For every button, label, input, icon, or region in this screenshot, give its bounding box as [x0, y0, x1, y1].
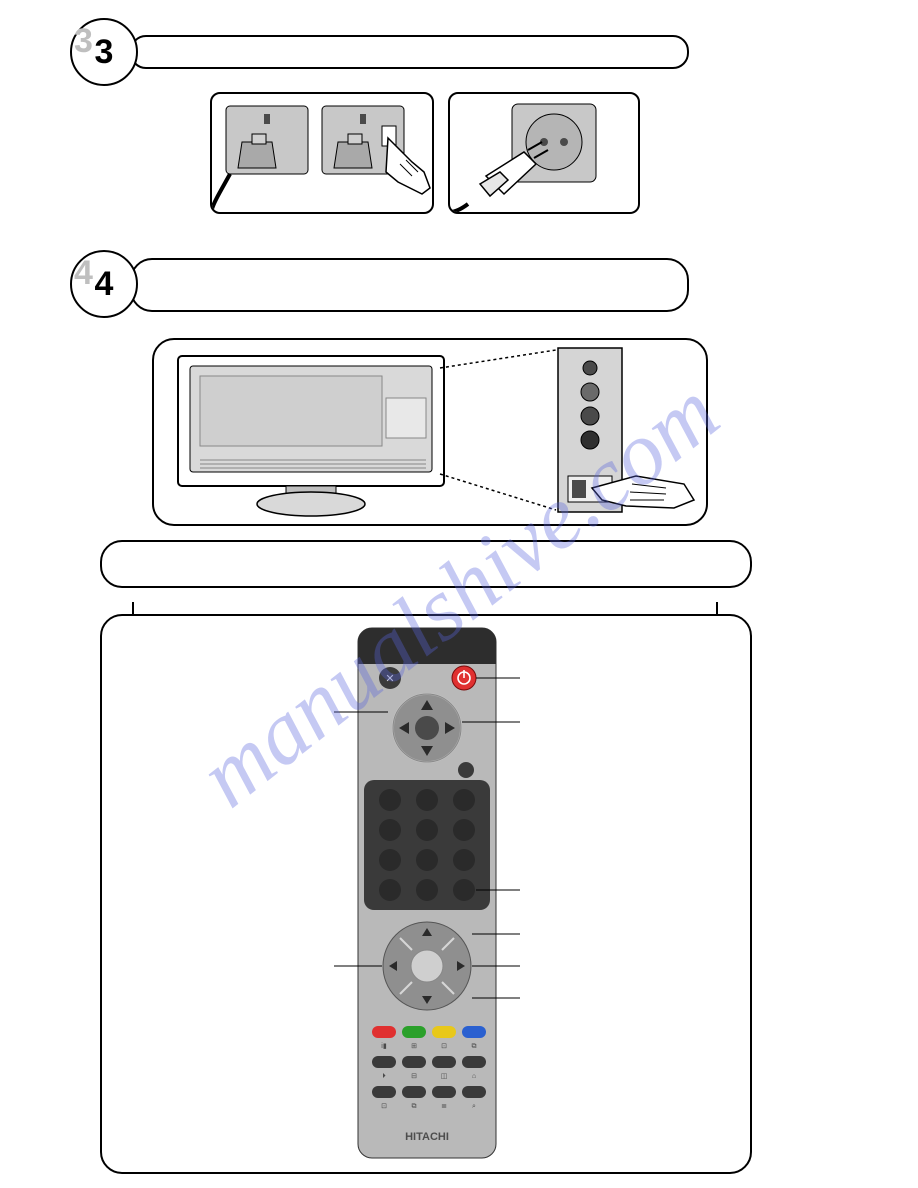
step-4-number-shadow: 4: [74, 254, 93, 293]
svg-text:◫: ◫: [441, 1073, 448, 1080]
remote-brand: HITACHI: [405, 1131, 449, 1143]
remote-control: ✕: [334, 628, 520, 1158]
remote-panel: ✕: [100, 614, 752, 1174]
nav-center: [411, 950, 443, 982]
tv-back-svg: [154, 340, 706, 524]
svg-text:≣: ≣: [441, 1101, 447, 1110]
svg-text:⧉: ⧉: [412, 1103, 417, 1110]
step-4-panel: [152, 338, 708, 526]
step-3-number-shadow: 3: [74, 22, 93, 61]
uk-plug-svg: [212, 94, 432, 212]
step-4-title-panel: [130, 258, 689, 312]
step-3-number: 3: [95, 33, 114, 72]
step-3-illustrations: [210, 92, 640, 214]
svg-text:⊡: ⊡: [441, 1043, 447, 1050]
svg-text:✕: ✕: [385, 673, 394, 685]
eu-plug-svg: [450, 94, 638, 212]
hand-icon: [386, 138, 430, 194]
remote-svg: ✕: [102, 616, 750, 1172]
aux-button: [458, 762, 474, 778]
uk-plug-illustration: [210, 92, 434, 214]
svg-text:⌕: ⌕: [472, 1103, 476, 1110]
manual-page: manualshive.com 3 3: [0, 0, 918, 1188]
svg-text:⊡: ⊡: [381, 1103, 387, 1110]
mid-panel: [100, 540, 752, 588]
step-3-title-pill: [130, 35, 689, 69]
svg-text:⊞: ⊞: [411, 1043, 417, 1050]
svg-text:⌂: ⌂: [472, 1073, 476, 1080]
menu-center: [415, 716, 439, 740]
svg-text:⊟: ⊟: [411, 1073, 417, 1080]
svg-text:⏵: ⏵: [382, 1073, 386, 1080]
svg-text:⧉: ⧉: [472, 1043, 477, 1050]
step-4-number: 4: [95, 265, 114, 304]
step-3-badge: 3 3: [70, 18, 138, 86]
svg-text:i▮: i▮: [381, 1043, 387, 1050]
eu-plug-illustration: [448, 92, 640, 214]
step-4-badge: 4 4: [70, 250, 138, 318]
